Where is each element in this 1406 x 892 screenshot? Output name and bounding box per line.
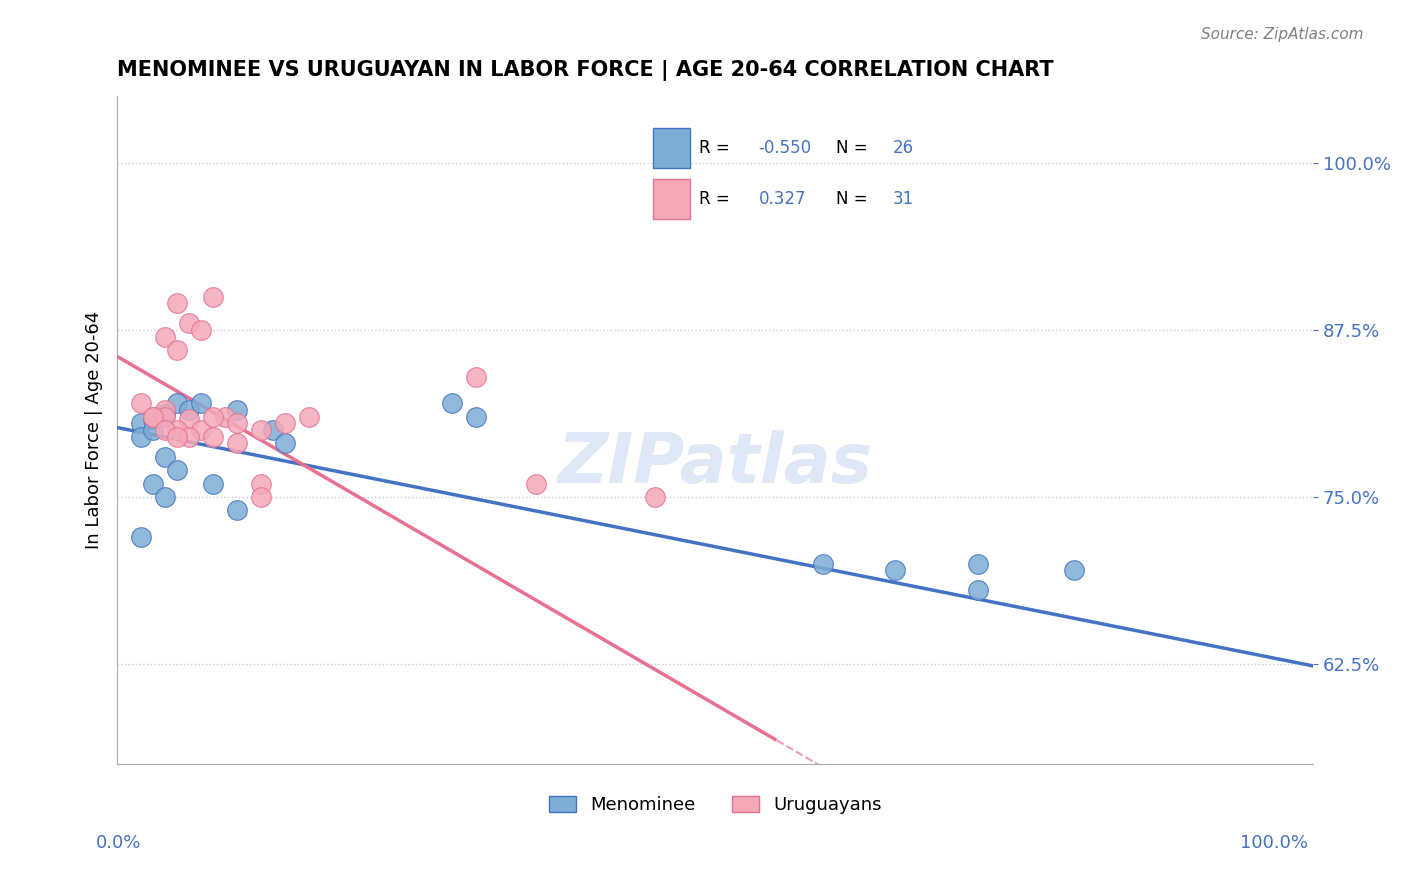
Text: 0.0%: 0.0%: [96, 834, 141, 852]
Point: [441, 396, 464, 410]
Point: [811, 557, 834, 571]
Point: [465, 409, 488, 424]
Point: [166, 296, 188, 310]
Point: [129, 396, 152, 410]
Point: [262, 423, 284, 437]
Text: Source: ZipAtlas.com: Source: ZipAtlas.com: [1201, 27, 1364, 42]
Y-axis label: In Labor Force | Age 20-64: In Labor Force | Age 20-64: [86, 311, 103, 549]
Point: [177, 430, 200, 444]
Point: [129, 417, 152, 431]
Point: [225, 436, 247, 450]
Point: [153, 450, 176, 464]
Point: [153, 490, 176, 504]
Point: [273, 436, 295, 450]
Point: [225, 403, 247, 417]
Point: [249, 476, 271, 491]
Point: [166, 463, 188, 477]
Text: 100.0%: 100.0%: [1240, 834, 1308, 852]
Point: [1063, 563, 1085, 577]
Point: [153, 409, 176, 424]
Point: [153, 403, 176, 417]
Point: [225, 503, 247, 517]
Point: [142, 423, 165, 437]
Point: [153, 329, 176, 343]
Point: [177, 316, 200, 330]
Point: [190, 396, 212, 410]
Point: [201, 430, 224, 444]
Point: [883, 563, 905, 577]
Point: [249, 423, 271, 437]
Point: [214, 409, 236, 424]
Point: [177, 403, 200, 417]
Point: [129, 430, 152, 444]
Point: [297, 409, 319, 424]
Point: [190, 323, 212, 337]
Point: [142, 412, 165, 426]
Point: [166, 423, 188, 437]
Point: [190, 423, 212, 437]
Text: MENOMINEE VS URUGUAYAN IN LABOR FORCE | AGE 20-64 CORRELATION CHART: MENOMINEE VS URUGUAYAN IN LABOR FORCE | …: [117, 60, 1054, 80]
Point: [644, 490, 666, 504]
Point: [142, 409, 165, 424]
Point: [153, 423, 176, 437]
Point: [201, 290, 224, 304]
Point: [225, 417, 247, 431]
Point: [201, 409, 224, 424]
Point: [273, 417, 295, 431]
Point: [524, 476, 547, 491]
Legend: Menominee, Uruguayans: Menominee, Uruguayans: [541, 789, 889, 822]
Point: [142, 476, 165, 491]
Point: [166, 396, 188, 410]
Point: [967, 583, 990, 598]
Point: [177, 412, 200, 426]
Point: [967, 557, 990, 571]
Point: [166, 343, 188, 357]
Point: [465, 369, 488, 384]
Point: [129, 530, 152, 544]
Point: [142, 409, 165, 424]
Point: [1063, 777, 1085, 791]
Point: [201, 476, 224, 491]
Point: [153, 407, 176, 421]
Text: ZIPatlas: ZIPatlas: [558, 430, 873, 497]
Point: [166, 430, 188, 444]
Point: [249, 490, 271, 504]
